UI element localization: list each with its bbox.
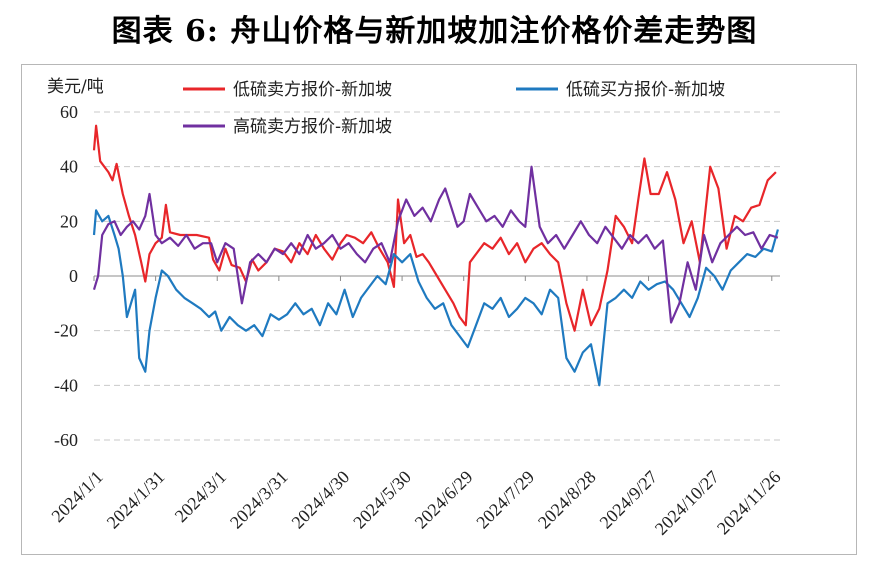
y-tick-label: 20: [60, 211, 78, 231]
legend-label: 低硫卖方报价-新加坡: [233, 80, 392, 100]
y-tick-label: -40: [54, 375, 78, 395]
x-tick-label: 2024/9/27: [596, 467, 662, 533]
x-tick-label: 2024/4/30: [288, 467, 354, 533]
legend-label: 高硫卖方报价-新加坡: [233, 117, 392, 137]
x-tick-label: 2024/11/26: [713, 467, 785, 539]
x-tick-label: 2024/1/1: [47, 467, 106, 526]
x-tick-label: 2024/3/1: [171, 467, 230, 526]
x-tick-label: 2024/10/27: [651, 467, 723, 539]
legend-label: 低硫买方报价-新加坡: [566, 80, 725, 100]
x-tick-label: 2024/1/31: [103, 467, 169, 533]
chart-frame: [21, 64, 857, 555]
chart-title: 图表 6: 舟山价格与新加坡加注价格价差走势图: [111, 14, 758, 49]
y-tick-label: -60: [54, 430, 78, 450]
x-tick-label: 2024/8/28: [534, 467, 600, 533]
x-tick-label: 2024/5/30: [349, 467, 415, 533]
x-tick-label: 2024/3/31: [226, 467, 292, 533]
series-line-1: [92, 124, 777, 332]
y-tick-label: 40: [60, 157, 78, 177]
series-line-2: [92, 209, 779, 387]
x-tick-label: 2024/7/29: [472, 467, 538, 533]
y-tick-label: -20: [54, 321, 78, 341]
y-tick-label: 0: [69, 266, 78, 286]
series-line-3: [92, 165, 779, 324]
y-tick-label: 60: [60, 102, 78, 122]
x-tick-label: 2024/6/29: [411, 467, 477, 533]
y-axis-label: 美元/吨: [47, 77, 104, 97]
